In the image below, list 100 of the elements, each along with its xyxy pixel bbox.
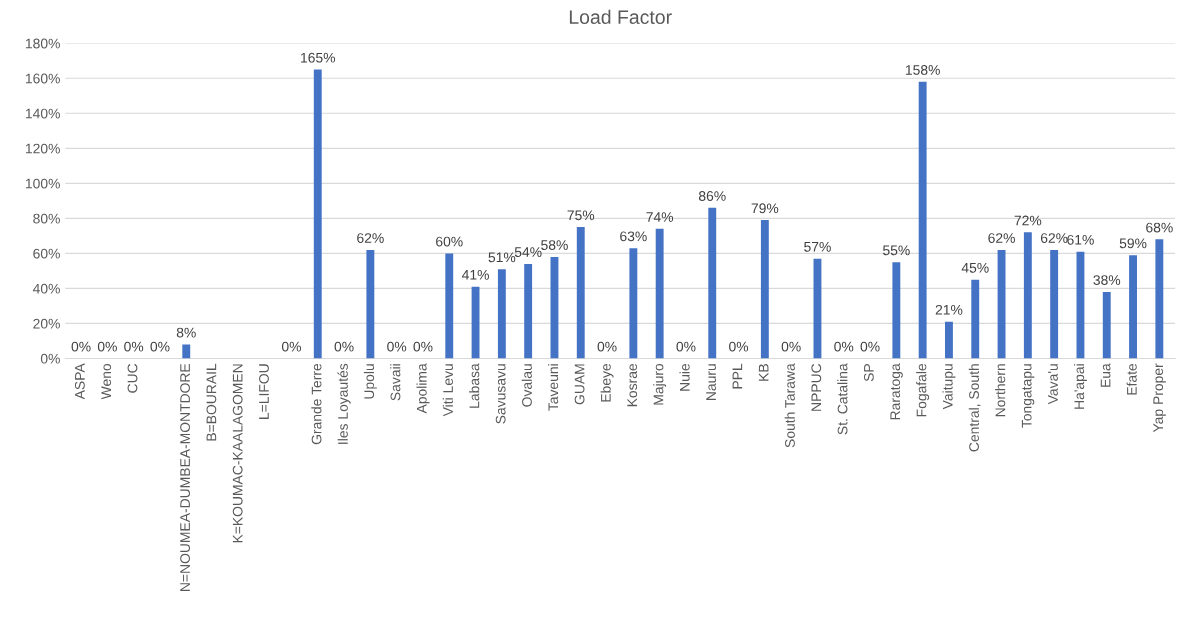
data-label: 0% (676, 341, 696, 352)
data-label: 72% (1014, 215, 1042, 226)
x-tick-label: ASPA (74, 363, 85, 400)
data-label: 60% (436, 236, 463, 247)
x-tick-label: Savusavu (495, 364, 506, 424)
y-tick-label: 0% (40, 353, 60, 364)
data-label: 0% (781, 341, 801, 352)
y-tick-label: 80% (33, 213, 60, 224)
x-tick-label: NPPUC (811, 363, 822, 411)
x-tick-label: Savaii (390, 364, 401, 401)
data-label: 0% (834, 341, 854, 352)
x-tick-label: Viti Levu (442, 364, 453, 417)
x-tick-label: CUC (127, 363, 138, 393)
x-tick-label: Taveuni (547, 364, 559, 411)
data-label: 0% (860, 341, 880, 352)
x-tick-label: Kosrae (627, 363, 638, 407)
data-label: 0% (597, 341, 617, 352)
x-tick-label: Apolima (416, 363, 430, 414)
data-label: 0% (281, 341, 301, 352)
y-tick-label: 40% (32, 283, 60, 294)
x-tick-label: Majuro (653, 363, 667, 405)
data-label: 38% (1093, 275, 1121, 285)
bar (655, 228, 664, 359)
x-tick-label: Tongatapu (1021, 364, 1035, 428)
bar (1155, 239, 1164, 359)
data-label: 62% (357, 233, 384, 243)
x-tick-label: Vava'u (1048, 364, 1058, 405)
data-label: 63% (620, 231, 647, 242)
bar (971, 279, 980, 359)
bar (1129, 255, 1137, 359)
y-tick-label: 140% (25, 108, 60, 119)
data-label: 8% (176, 327, 196, 338)
data-label: 0% (71, 341, 91, 352)
y-tick-label: 60% (33, 248, 60, 259)
x-tick-label: B=BOURAIL (206, 363, 217, 441)
x-tick-label: Iles Loyautés (337, 363, 351, 444)
bar (366, 249, 375, 359)
x-tick-label: Efate (1126, 363, 1137, 395)
x-tick-label: Nauru (706, 364, 716, 400)
x-tick-label: K=KOUMAC-KAALAGOMEN (232, 364, 243, 543)
data-label: 0% (413, 341, 433, 352)
bar (524, 263, 533, 359)
x-tick-label: KB (758, 364, 769, 381)
x-tick-label: Weno (101, 363, 112, 400)
data-label: 165% (301, 52, 336, 63)
y-tick-label: 20% (33, 318, 60, 329)
bar (1102, 291, 1111, 359)
data-label: 0% (150, 341, 170, 352)
data-label: 0% (97, 341, 117, 352)
bar (708, 207, 717, 359)
x-tick-label: Northern (995, 364, 1006, 417)
y-tick-label: 180% (25, 38, 60, 49)
bar (918, 81, 927, 359)
bar (445, 253, 454, 359)
data-label: 0% (124, 341, 144, 352)
x-tick-label: South Tarawa (784, 363, 795, 448)
x-tick-label: St. Catalina (837, 363, 848, 435)
data-label: 75% (567, 210, 595, 221)
y-tick-label: 120% (25, 143, 60, 154)
bar (471, 286, 480, 359)
data-label: 54% (514, 247, 542, 257)
y-tick-label: 100% (25, 178, 60, 189)
data-label: 74% (646, 212, 674, 222)
x-tick-label: Eua (1100, 363, 1111, 387)
x-tick-label: Grande Terre (311, 363, 322, 445)
data-label: 59% (1119, 238, 1147, 249)
x-tick-label: PPL (732, 363, 743, 389)
data-label: 0% (387, 341, 407, 352)
data-label: 158% (905, 65, 940, 75)
data-label: 57% (804, 241, 831, 252)
x-tick-label: Nuie (679, 363, 690, 391)
x-tick-label: Yap Proper (1153, 363, 1166, 433)
x-tick-label: Central, South (968, 364, 981, 452)
data-label: 21% (935, 304, 963, 315)
bar (182, 344, 191, 359)
data-label: 62% (988, 233, 1015, 243)
x-tick-label: Vaitupu (942, 364, 956, 410)
x-tick-label: Raratoga (890, 363, 903, 420)
bar (892, 262, 901, 359)
bar (760, 220, 769, 359)
x-tick-label: Labasa (469, 363, 480, 408)
data-label: 41% (461, 269, 489, 280)
bar (945, 321, 953, 359)
x-tick-label: Ovalau (521, 364, 532, 407)
bar (1050, 249, 1059, 359)
bar (497, 269, 506, 359)
data-label: 79% (751, 203, 779, 214)
data-label: 51% (488, 252, 516, 263)
data-label: 61% (1067, 234, 1094, 245)
x-tick-label: L=LIFOU (259, 364, 269, 419)
x-tick-label: Ebeye (600, 363, 614, 402)
data-label: 86% (698, 191, 726, 201)
data-label: 58% (541, 240, 568, 250)
data-label: 0% (334, 341, 354, 352)
data-label: 55% (883, 245, 910, 256)
bar (629, 248, 638, 359)
x-tick-label: Ha'apai (1073, 364, 1087, 409)
x-tick-label: N=NOUMEA-DUMBEA-MONTDORE (180, 363, 190, 591)
x-tick-label: Fogafale (916, 363, 930, 417)
data-label: 68% (1146, 222, 1173, 233)
